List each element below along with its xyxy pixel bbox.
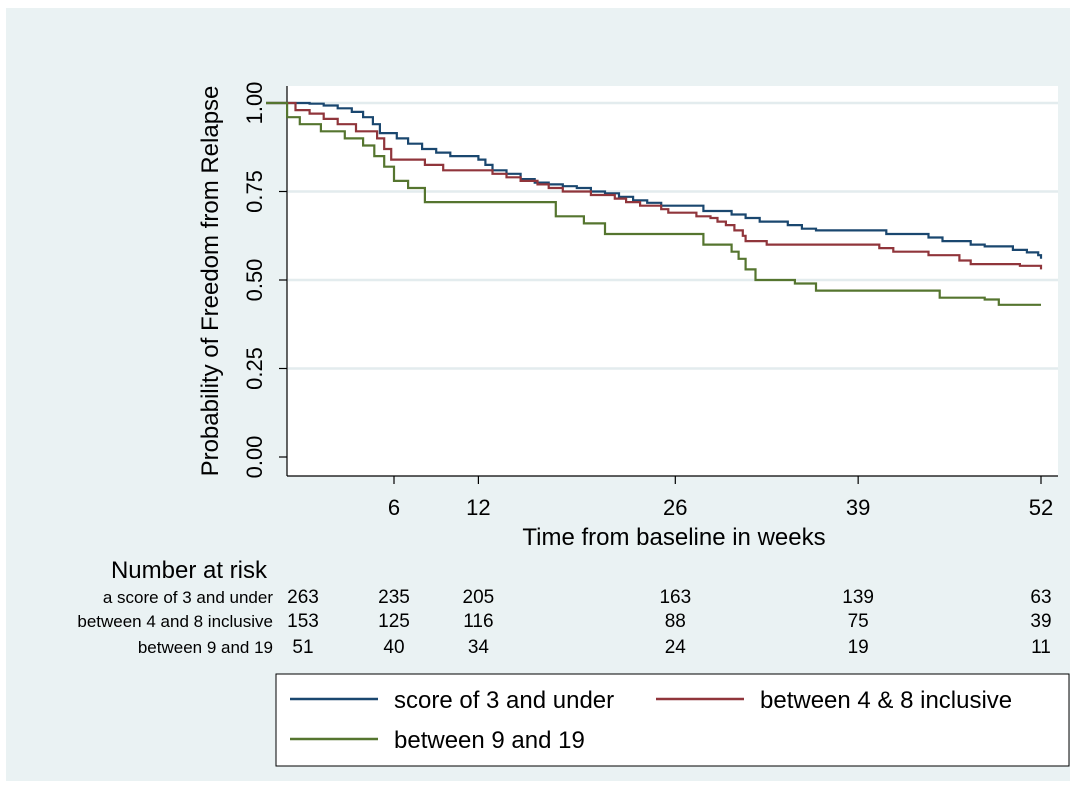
series-line-2: [266, 101, 1041, 306]
x-tick-label-4: 52: [1029, 495, 1053, 520]
risk-value: 75: [848, 611, 869, 632]
risk-value: 24: [665, 637, 687, 658]
risk-value: 11: [1031, 637, 1051, 658]
risk-value: 163: [659, 587, 691, 608]
legend-label-1: between 4 & 8 inclusive: [760, 687, 1012, 714]
risk-value: 125: [378, 611, 410, 632]
risk-value: 88: [665, 611, 686, 632]
y-tick-label-3: 0.75: [242, 170, 267, 213]
risk-value: 34: [468, 637, 490, 658]
x-tick-label-2: 26: [663, 495, 687, 520]
x-axis-title: Time from baseline in weeks: [522, 524, 825, 551]
risk-table-heading: Number at risk: [111, 557, 268, 584]
legend-box: [275, 673, 1070, 767]
series-line-0: [266, 101, 1043, 259]
y-tick-label-0: 0.00: [242, 436, 267, 479]
series-line-1: [266, 101, 1043, 270]
x-tick-label-0: 6: [388, 495, 400, 520]
risk-table: a score of 3 and under 263 235 205 163 139 63 b…: [77, 587, 1051, 658]
y-axis-title: Probability of Freedom from Relapse: [197, 86, 224, 477]
legend: score of 3 and under between 4 & 8 inclus…: [275, 673, 1070, 767]
x-tick-label-3: 39: [846, 495, 870, 520]
grid-lines: [288, 101, 1058, 370]
risk-row-label-2: between 9 and 19: [138, 638, 273, 657]
risk-value: 51: [292, 637, 313, 658]
legend-label-2: between 9 and 19: [394, 727, 585, 754]
axes: [286, 86, 1058, 477]
legend-label-0: score of 3 and under: [394, 687, 614, 714]
risk-value: 153: [287, 611, 319, 632]
risk-row-label-1: between 4 and 8 inclusive: [77, 612, 273, 631]
risk-value: 139: [842, 587, 874, 608]
series-lines: [266, 101, 1043, 306]
risk-value: 263: [287, 587, 319, 608]
risk-value: 205: [463, 587, 495, 608]
y-tick-label-1: 0.25: [242, 347, 267, 390]
risk-value: 19: [848, 637, 869, 658]
risk-value: 235: [378, 587, 410, 608]
risk-value: 63: [1030, 587, 1051, 608]
y-tick-label-2: 0.50: [242, 259, 267, 302]
x-ticks: 6 12 26 39 52: [388, 476, 1053, 520]
risk-value: 116: [463, 611, 493, 632]
risk-row-label-0: a score of 3 and under: [103, 588, 273, 607]
y-ticks: 0.00 0.25 0.50 0.75 1.00: [242, 82, 287, 479]
x-tick-label-1: 12: [466, 495, 490, 520]
y-tick-label-4: 1.00: [242, 82, 267, 125]
risk-value: 40: [383, 637, 404, 658]
risk-value: 39: [1030, 611, 1051, 632]
